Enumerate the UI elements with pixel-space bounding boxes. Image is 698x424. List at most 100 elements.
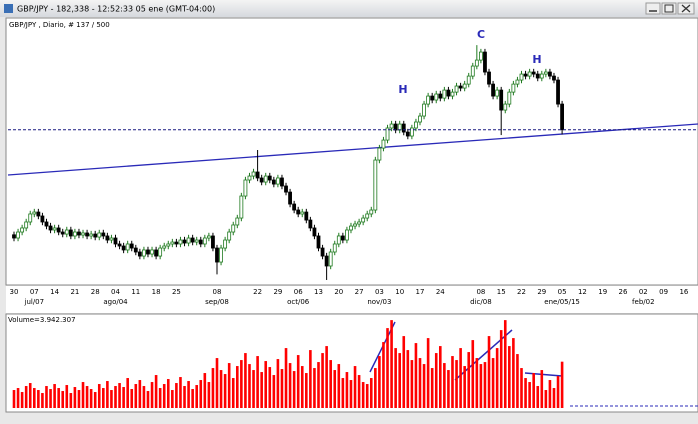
- candle-body: [125, 243, 130, 251]
- volume-bar: [406, 350, 410, 408]
- volume-bar: [57, 388, 60, 408]
- candle-body: [48, 225, 53, 231]
- candle-body: [292, 203, 297, 211]
- volume-bar: [540, 370, 544, 408]
- x-tick-label: 13: [314, 288, 323, 296]
- volume-bar: [300, 366, 304, 408]
- candle-body: [275, 177, 280, 185]
- candle-body: [239, 195, 244, 219]
- x-tick-label: 21: [70, 288, 79, 296]
- window-buttons[interactable]: [645, 2, 695, 15]
- volume-bar: [503, 320, 507, 408]
- candle-body: [219, 247, 223, 263]
- volume-bar: [317, 362, 320, 408]
- volume-bar: [475, 358, 479, 408]
- volume-bar: [321, 353, 324, 408]
- volume-bar: [187, 381, 190, 408]
- candle-body: [543, 71, 548, 75]
- volume-bar: [49, 389, 52, 408]
- volume-bar: [114, 386, 117, 408]
- volume-bar: [130, 389, 134, 408]
- volume-bar: [89, 389, 93, 408]
- candle-body: [251, 171, 256, 177]
- x-month-label: ago/04: [103, 298, 128, 306]
- candle-body: [32, 211, 37, 215]
- volume-bar: [69, 393, 73, 408]
- maximize-button[interactable]: [661, 2, 677, 15]
- volume-bar: [426, 338, 430, 408]
- candle-body: [243, 179, 248, 197]
- candle-body: [288, 191, 292, 205]
- pattern-label: H: [398, 83, 407, 96]
- x-tick-label: 17: [416, 288, 425, 296]
- volume-plot: [12, 320, 698, 408]
- candle-body: [81, 232, 85, 236]
- candle-body: [60, 231, 65, 235]
- volume-bar: [256, 356, 259, 408]
- x-tick-label: 10: [395, 288, 404, 296]
- candle-body: [397, 123, 402, 131]
- volume-bar: [65, 385, 69, 408]
- candle-body: [109, 237, 114, 241]
- volume-bar: [345, 372, 349, 408]
- volume-bar: [467, 352, 471, 408]
- chart-subtitle: GBP/JPY , Diario, # 137 / 500: [9, 21, 110, 29]
- candle-body: [146, 249, 150, 255]
- volume-bar: [536, 386, 540, 408]
- candle-body: [454, 85, 459, 93]
- x-month-label: oct/06: [287, 298, 310, 306]
- volume-bar: [292, 371, 296, 408]
- candle-body: [495, 89, 500, 97]
- x-tick-label: 24: [436, 288, 445, 296]
- candle-body: [430, 95, 435, 101]
- candle-body: [511, 83, 516, 93]
- candle-body: [150, 249, 154, 255]
- volume-bar: [154, 375, 158, 408]
- candle-body: [503, 103, 508, 111]
- candle-body: [560, 103, 564, 131]
- volume-bar: [268, 367, 272, 408]
- volume-bar: [382, 342, 385, 408]
- pattern-label: H: [532, 53, 541, 66]
- candle-body: [385, 127, 390, 141]
- candle-body: [36, 211, 41, 217]
- candle-body: [215, 247, 219, 263]
- candle-body: [535, 73, 540, 79]
- x-month-label: feb/02: [632, 298, 654, 306]
- candle-body: [28, 213, 33, 223]
- volume-bar: [227, 363, 231, 408]
- volume-bar: [528, 382, 531, 408]
- candle-body: [548, 71, 552, 77]
- volume-bar: [215, 358, 219, 408]
- candle-body: [178, 239, 183, 245]
- x-tick-label: 20: [334, 288, 343, 296]
- x-tick-label: 25: [172, 288, 181, 296]
- volume-bar: [93, 392, 97, 408]
- volume-bar: [353, 366, 357, 408]
- candle-body: [121, 245, 126, 251]
- volume-bar: [455, 360, 458, 408]
- volume-bar: [532, 373, 535, 408]
- window-title: GBP/JPY - 182,338 - 12:52:33 05 ene (GMT…: [17, 5, 215, 14]
- volume-bar: [110, 390, 113, 408]
- volume-bar: [337, 364, 341, 408]
- candle-body: [284, 185, 288, 193]
- volume-bar: [37, 390, 40, 408]
- candle-body: [361, 217, 366, 223]
- x-tick-label: 26: [619, 288, 628, 296]
- volume-bar: [556, 376, 560, 408]
- candle-body: [466, 75, 471, 85]
- x-month-label: dic/08: [470, 298, 492, 306]
- x-tick-label: 07: [30, 288, 39, 296]
- x-month-label: ene/05/15: [544, 298, 580, 306]
- volume-bar: [81, 382, 85, 408]
- candle-body: [470, 65, 475, 77]
- minimize-button[interactable]: [645, 2, 661, 15]
- candle-body: [426, 95, 431, 105]
- x-tick-label: 12: [578, 288, 587, 296]
- volume-bar: [231, 378, 235, 408]
- x-tick-label: 29: [273, 288, 282, 296]
- volume-bar: [142, 386, 146, 408]
- x-tick-label: 03: [375, 288, 384, 296]
- candle-body: [93, 233, 98, 238]
